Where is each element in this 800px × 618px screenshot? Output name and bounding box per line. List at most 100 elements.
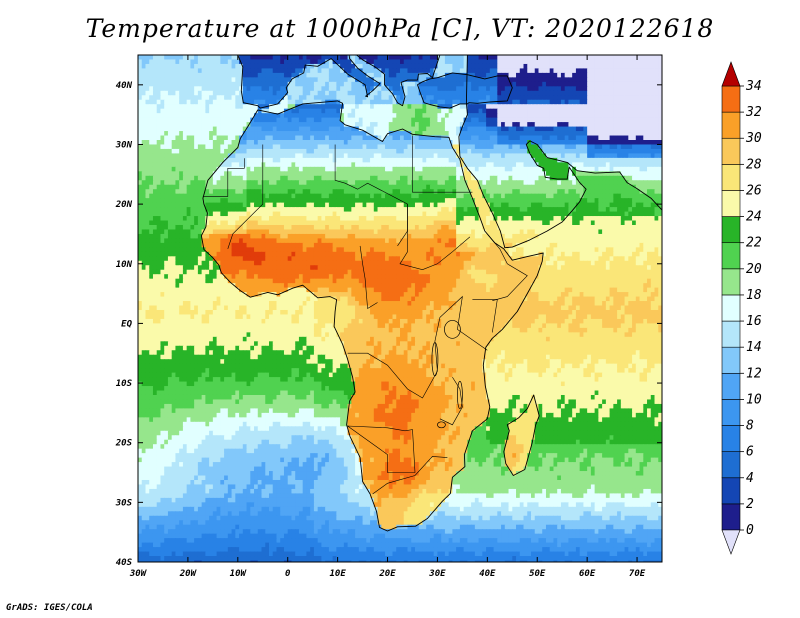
temperature-cell (295, 77, 300, 83)
temperature-cell (141, 198, 147, 204)
temperature-cell (194, 81, 199, 87)
temperature-cell (639, 113, 644, 119)
temperature-cell (175, 171, 180, 177)
temperature-cell (291, 77, 296, 83)
temperature-cell (456, 140, 461, 146)
temperature-cell (205, 113, 210, 119)
temperature-cell (250, 68, 255, 74)
temperature-cell (235, 122, 240, 128)
temperature-cell (553, 117, 558, 123)
temperature-cell (201, 126, 206, 132)
temperature-cell (265, 90, 270, 96)
temperature-cell (426, 166, 431, 172)
temperature-cell (366, 184, 371, 190)
temperature-cell (216, 90, 221, 96)
temperature-cell (568, 171, 573, 177)
temperature-cell (497, 180, 502, 186)
temperature-cell (635, 77, 641, 83)
temperature-cell (456, 95, 461, 101)
temperature-cell (347, 211, 352, 217)
temperature-cell (298, 153, 304, 159)
temperature-cell (444, 193, 450, 199)
temperature-cell (527, 95, 532, 101)
temperature-cell (257, 207, 263, 213)
temperature-cell (239, 55, 244, 61)
temperature-cell (504, 189, 510, 195)
temperature-cell (182, 153, 188, 159)
temperature-cell (489, 153, 495, 159)
temperature-cell (590, 193, 596, 199)
temperature-cell (467, 162, 472, 168)
temperature-cell (182, 171, 188, 177)
temperature-cell (516, 144, 521, 150)
temperature-cell (560, 171, 566, 177)
temperature-cell (242, 171, 248, 177)
temperature-cell (545, 122, 551, 128)
temperature-cell (650, 122, 656, 128)
temperature-cell (486, 144, 491, 150)
temperature-cell (516, 184, 521, 190)
temperature-cell (617, 148, 622, 155)
temperature-cell (579, 198, 584, 204)
temperature-cell (381, 180, 386, 186)
temperature-cell (452, 99, 457, 105)
temperature-cell (414, 166, 420, 172)
temperature-cell (306, 131, 311, 137)
temperature-cell (575, 95, 581, 101)
temperature-cell (441, 207, 446, 213)
temperature-cell (366, 104, 371, 110)
temperature-cell (463, 175, 468, 181)
temperature-cell (658, 77, 662, 83)
temperature-cell (287, 211, 293, 217)
temperature-cell (429, 184, 435, 190)
temperature-cell (411, 157, 416, 163)
temperature-cell (617, 153, 622, 159)
temperature-cell (216, 207, 221, 213)
temperature-cell (276, 171, 281, 177)
temperature-cell (422, 81, 427, 87)
temperature-cell (504, 153, 510, 159)
temperature-cell (373, 95, 379, 101)
temperature-cell (396, 144, 401, 150)
temperature-cell (220, 162, 225, 168)
temperature-cell (295, 148, 300, 155)
temperature-cell (283, 55, 289, 61)
temperature-cell (392, 126, 397, 132)
temperature-cell (422, 55, 427, 61)
temperature-cell (269, 135, 274, 141)
temperature-cell (246, 153, 251, 159)
temperature-cell (598, 77, 603, 83)
temperature-cell (385, 77, 390, 83)
temperature-cell (227, 198, 233, 204)
temperature-cell (493, 184, 498, 190)
temperature-cell (396, 162, 401, 168)
temperature-cell (478, 189, 483, 195)
temperature-cell (422, 157, 427, 163)
temperature-cell (519, 77, 525, 83)
temperature-cell (302, 59, 308, 65)
temperature-cell (411, 108, 416, 114)
temperature-cell (579, 95, 584, 101)
temperature-cell (283, 63, 289, 70)
temperature-cell (220, 198, 225, 204)
temperature-cell (160, 55, 165, 61)
temperature-cell (325, 99, 330, 105)
temperature-cell (246, 198, 251, 204)
temperature-cell (632, 72, 637, 78)
temperature-cell (370, 157, 375, 163)
temperature-cell (291, 193, 296, 199)
temperature-cell (512, 99, 517, 105)
temperature-cell (568, 153, 573, 159)
temperature-cell (587, 86, 592, 92)
temperature-cell (340, 113, 345, 119)
temperature-cell (220, 148, 225, 155)
temperature-cell (531, 171, 536, 177)
temperature-cell (534, 157, 540, 163)
temperature-cell (531, 68, 536, 74)
temperature-cell (171, 198, 177, 204)
temperature-cell (325, 144, 330, 150)
temperature-cell (620, 140, 626, 146)
temperature-cell (647, 104, 652, 110)
temperature-cell (407, 95, 412, 101)
temperature-cell (624, 171, 629, 177)
